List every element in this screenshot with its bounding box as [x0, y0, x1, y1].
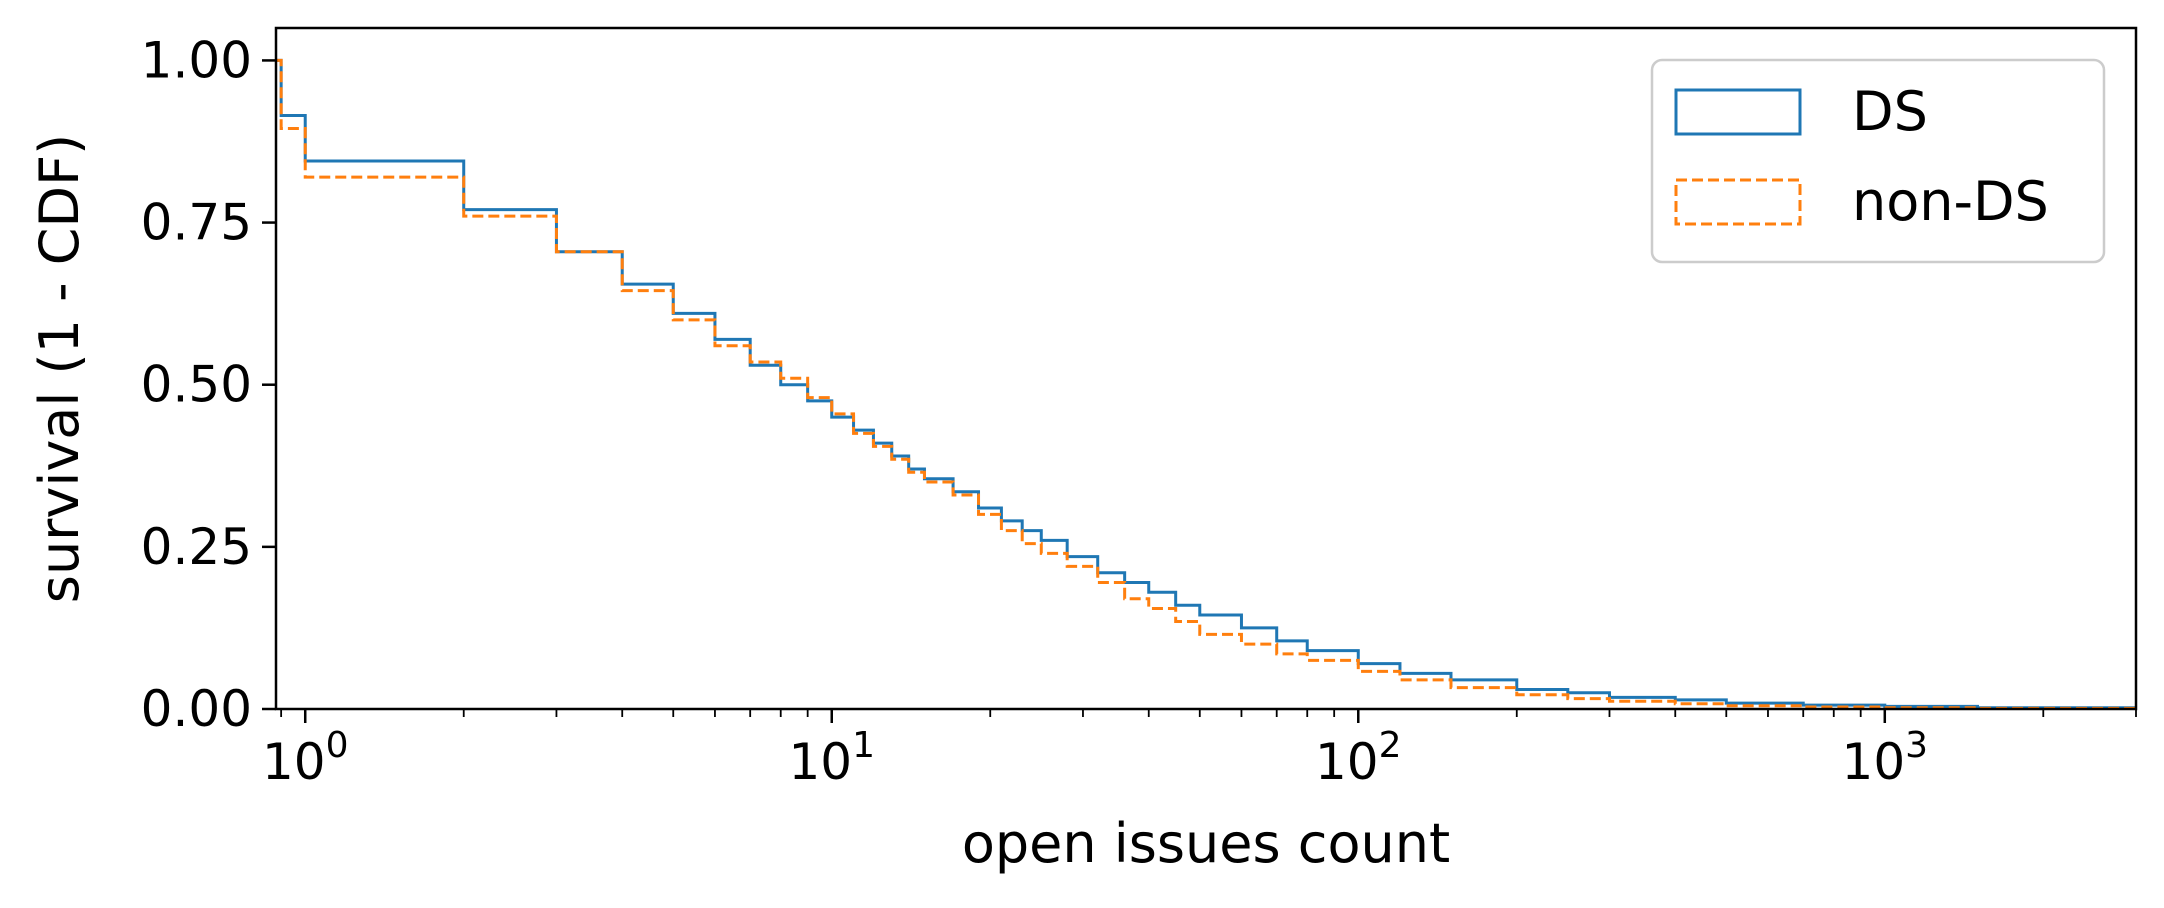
- y-axis-label: survival (1 - CDF): [28, 134, 91, 603]
- legend-swatch-ds: [1674, 88, 1802, 136]
- series-line-non-ds: [276, 58, 2136, 709]
- y-tick-label: 0.75: [141, 194, 252, 252]
- y-tick-label: 0.50: [141, 356, 252, 414]
- series-layer: [276, 58, 2136, 709]
- series-line-ds: [276, 58, 2136, 709]
- x-tick-label: 103: [1842, 725, 1929, 791]
- y-tick-label: 1.00: [141, 31, 252, 89]
- axes-frame: [274, 26, 2138, 711]
- x-tick-label: 100: [262, 725, 349, 791]
- legend-box: [1650, 58, 2106, 264]
- legend-label-ds: DS: [1852, 80, 1928, 143]
- x-tick-label: 102: [1315, 725, 1402, 791]
- x-axis-label: open issues count: [962, 812, 1450, 875]
- legend: DS non-DS: [1650, 58, 2106, 264]
- legend-label-non-ds: non-DS: [1852, 170, 2049, 233]
- x-axis: 100 101 102 103: [262, 709, 2137, 791]
- y-axis: 0.00 0.25 0.50 0.75 1.00: [141, 31, 276, 738]
- legend-swatch-non-ds: [1674, 178, 1802, 226]
- x-tick-label: 101: [788, 725, 875, 791]
- y-tick-label: 0.00: [141, 680, 252, 738]
- y-tick-label: 0.25: [141, 518, 252, 576]
